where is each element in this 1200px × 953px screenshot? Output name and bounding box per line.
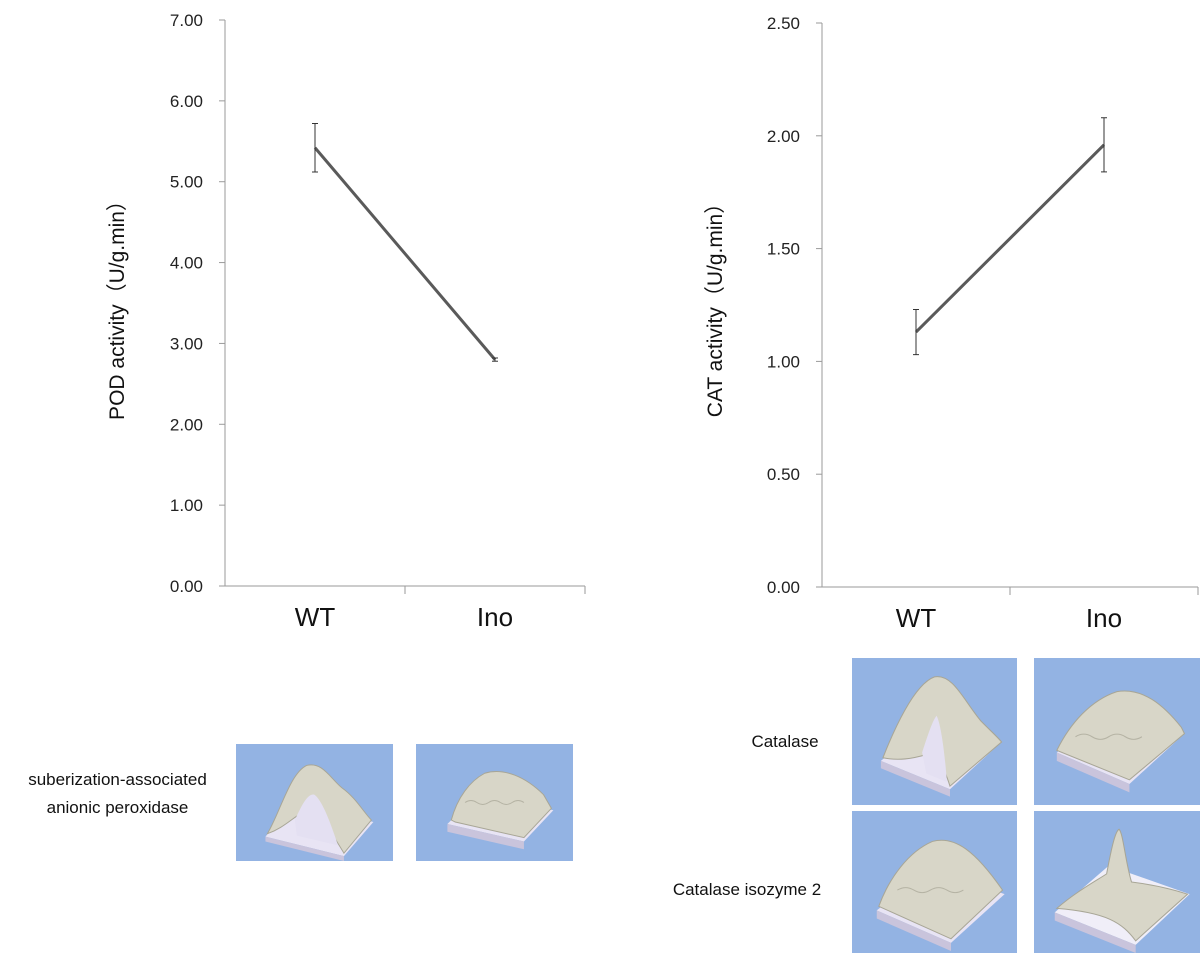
- cat-x-category-label: Ino: [1086, 603, 1122, 633]
- pod-series-line: [313, 146, 497, 361]
- cat-y-tick-label: 0.50: [767, 465, 800, 484]
- catalase-wt-structure-image: [852, 658, 1017, 805]
- cat-y-tick-label: 2.00: [767, 127, 800, 146]
- catalase-ino-structure-image: [1034, 658, 1200, 805]
- pod-y-axis-title: POD activity（U/g.min）: [106, 190, 129, 420]
- pod-wt-structure-image: [236, 744, 393, 861]
- pod-chart: 0.00 1.00 2.00 3.00 4.00 5.00 6.00 7.00 WT Ino PO…: [106, 11, 586, 632]
- catalase-isozyme2-label: Catalase isozyme 2: [672, 880, 822, 899]
- pod-y-tick-label: 7.00: [170, 11, 203, 30]
- cat-y-axis-title: CAT activity（U/g.min）: [704, 193, 727, 417]
- pod-protein-label-line1: suberization-associated: [28, 770, 207, 789]
- catalase-isozyme2-wt-structure-image: [852, 811, 1017, 953]
- pod-protein-label: suberization-associated anionic peroxida…: [0, 766, 235, 822]
- cat-y-tick-label: 2.50: [767, 14, 800, 33]
- pod-y-tick-label: 1.00: [170, 496, 203, 515]
- cat-y-tick-label: 0.00: [767, 578, 800, 597]
- pod-y-tick-label: 0.00: [170, 577, 203, 596]
- pod-y-tick-label: 6.00: [170, 92, 203, 111]
- pod-protein-label-line2: anionic peroxidase: [46, 798, 189, 817]
- pod-x-category-label: Ino: [477, 602, 513, 632]
- pod-ino-structure-image: [416, 744, 573, 861]
- cat-y-tick-label: 1.50: [767, 240, 800, 259]
- pod-y-tick-label: 2.00: [170, 415, 203, 434]
- pod-y-tick-label: 3.00: [170, 334, 203, 353]
- catalase-isozyme2-ino-structure-image: [1034, 811, 1200, 953]
- cat-y-tick-label: 1.00: [767, 352, 800, 371]
- catalase-label: Catalase: [751, 732, 819, 751]
- pod-x-category-label: WT: [295, 602, 336, 632]
- cat-series-line: [914, 143, 1106, 334]
- cat-x-category-label: WT: [896, 603, 937, 633]
- pod-y-tick-label: 4.00: [170, 254, 203, 273]
- pod-y-tick-label: 5.00: [170, 173, 203, 192]
